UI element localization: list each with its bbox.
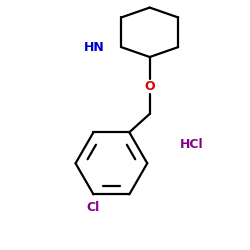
Text: HCl: HCl [180,138,203,151]
Text: O: O [144,80,155,93]
Text: HN: HN [84,40,104,54]
Text: Cl: Cl [87,200,100,213]
